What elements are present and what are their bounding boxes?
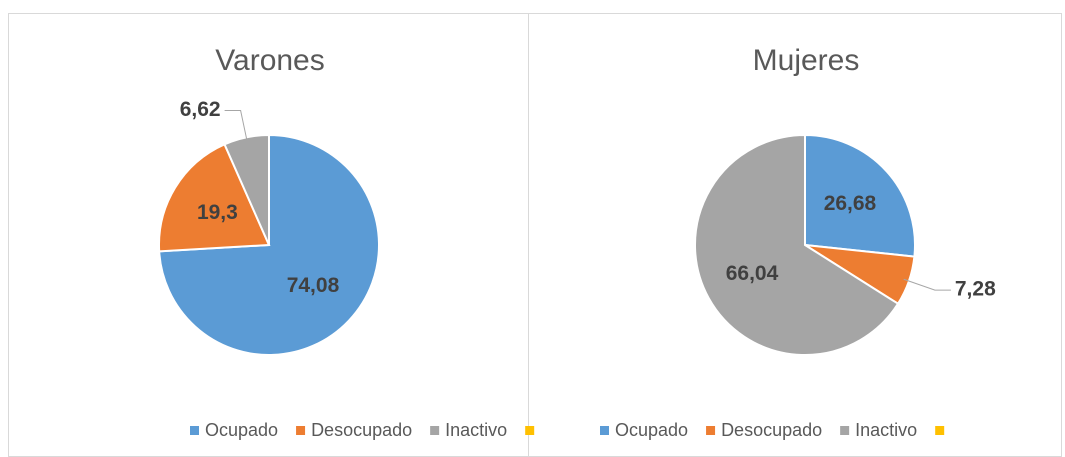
legend-label: Ocupado: [615, 420, 688, 440]
legend-marker: [525, 426, 535, 435]
pie-slice: [804, 133, 916, 258]
legend-marker: [840, 426, 850, 435]
legend-marker: [935, 426, 945, 435]
legend-marker: [296, 426, 306, 435]
legend-label: Inactivo: [855, 420, 917, 440]
data-label: 74,08: [287, 274, 340, 297]
data-label: 19,3: [197, 201, 238, 224]
legend-marker: [600, 426, 609, 435]
data-label: 6,62: [180, 98, 221, 121]
legend-marker: [706, 426, 716, 435]
data-label: 7,28: [955, 278, 996, 301]
leader-line: [903, 278, 951, 291]
legend-label: Desocupado: [721, 420, 822, 440]
legend-label: Ocupado: [205, 420, 278, 440]
data-label: 26,68: [824, 192, 877, 215]
legend-label: Desocupado: [311, 420, 412, 440]
chart-title: Mujeres: [753, 44, 860, 77]
legend-marker: [430, 426, 440, 435]
pie-slice: [694, 133, 900, 356]
pie-slice: [158, 143, 271, 253]
legend-label: Inactivo: [445, 420, 507, 440]
legend-marker: [190, 426, 199, 435]
leader-line: [224, 109, 248, 143]
chart-title: Varones: [215, 44, 325, 77]
data-label: 66,04: [726, 262, 779, 285]
